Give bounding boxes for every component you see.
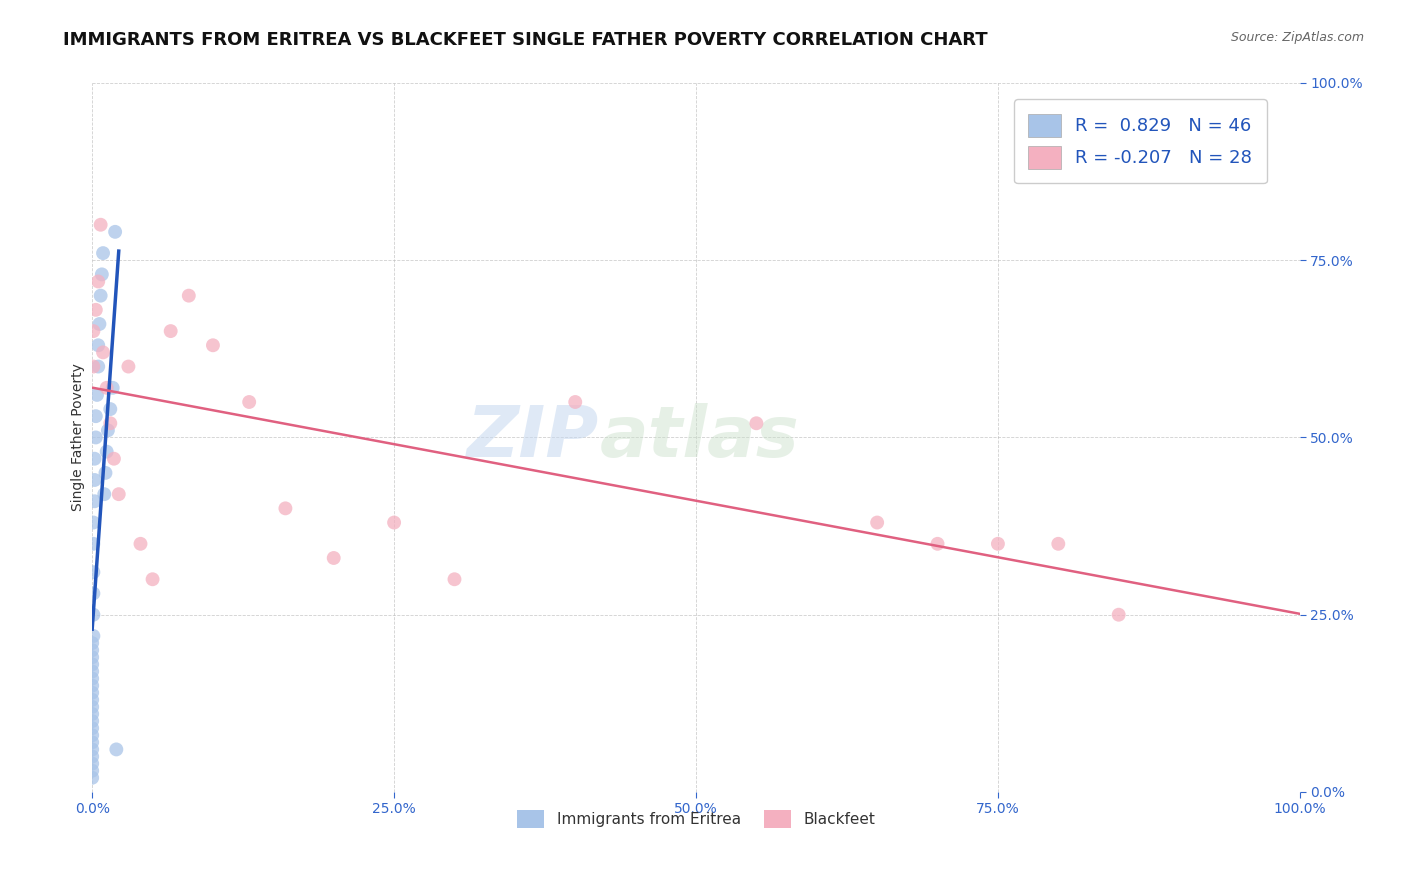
- Point: [927, 537, 949, 551]
- Point: [107, 487, 129, 501]
- Point: [87, 338, 110, 352]
- Text: IMMIGRANTS FROM ERITREA VS BLACKFEET SINGLE FATHER POVERTY CORRELATION CHART: IMMIGRANTS FROM ERITREA VS BLACKFEET SIN…: [63, 31, 988, 49]
- Point: [159, 324, 181, 338]
- Point: [96, 444, 118, 458]
- Point: [82, 706, 104, 721]
- Point: [96, 381, 118, 395]
- Point: [82, 749, 104, 764]
- Point: [987, 537, 1010, 551]
- Text: atlas: atlas: [599, 403, 799, 472]
- Point: [82, 699, 104, 714]
- Point: [82, 657, 104, 672]
- Point: [564, 395, 586, 409]
- Point: [84, 409, 107, 424]
- Point: [82, 629, 104, 643]
- Point: [82, 672, 104, 686]
- Point: [1108, 607, 1130, 622]
- Point: [82, 742, 104, 756]
- Point: [103, 451, 125, 466]
- Point: [104, 225, 127, 239]
- Point: [82, 537, 104, 551]
- Point: [82, 686, 104, 700]
- Point: [82, 693, 104, 707]
- Point: [82, 359, 104, 374]
- Point: [82, 728, 104, 742]
- Point: [84, 302, 107, 317]
- Point: [90, 218, 112, 232]
- Point: [98, 417, 121, 431]
- Point: [83, 494, 105, 508]
- Point: [82, 650, 104, 665]
- Point: [82, 643, 104, 657]
- Text: ZIP: ZIP: [467, 403, 599, 472]
- Point: [82, 735, 104, 749]
- Point: [101, 381, 124, 395]
- Point: [82, 607, 104, 622]
- Point: [82, 771, 104, 785]
- Legend: Immigrants from Eritrea, Blackfeet: Immigrants from Eritrea, Blackfeet: [510, 804, 882, 834]
- Point: [322, 551, 344, 566]
- Point: [274, 501, 297, 516]
- Point: [82, 324, 104, 338]
- Point: [83, 473, 105, 487]
- Point: [90, 288, 112, 302]
- Point: [1047, 537, 1070, 551]
- Point: [142, 572, 165, 586]
- Point: [745, 417, 768, 431]
- Point: [98, 402, 121, 417]
- Point: [82, 679, 104, 693]
- Point: [91, 345, 114, 359]
- Point: [443, 572, 465, 586]
- Point: [82, 714, 104, 728]
- Point: [83, 451, 105, 466]
- Point: [91, 246, 114, 260]
- Point: [94, 466, 117, 480]
- Point: [82, 764, 104, 778]
- Point: [93, 487, 115, 501]
- Point: [105, 742, 128, 756]
- Text: Source: ZipAtlas.com: Source: ZipAtlas.com: [1230, 31, 1364, 45]
- Point: [89, 317, 111, 331]
- Point: [238, 395, 260, 409]
- Y-axis label: Single Father Poverty: Single Father Poverty: [72, 364, 86, 511]
- Point: [87, 275, 110, 289]
- Point: [90, 268, 112, 282]
- Point: [201, 338, 224, 352]
- Point: [86, 388, 108, 402]
- Point: [117, 359, 139, 374]
- Point: [97, 423, 120, 437]
- Point: [82, 636, 104, 650]
- Point: [82, 565, 104, 579]
- Point: [82, 586, 104, 600]
- Point: [382, 516, 405, 530]
- Point: [82, 665, 104, 679]
- Point: [82, 756, 104, 771]
- Point: [177, 288, 200, 302]
- Point: [84, 430, 107, 444]
- Point: [866, 516, 889, 530]
- Point: [87, 359, 110, 374]
- Point: [129, 537, 152, 551]
- Point: [82, 721, 104, 735]
- Point: [82, 516, 104, 530]
